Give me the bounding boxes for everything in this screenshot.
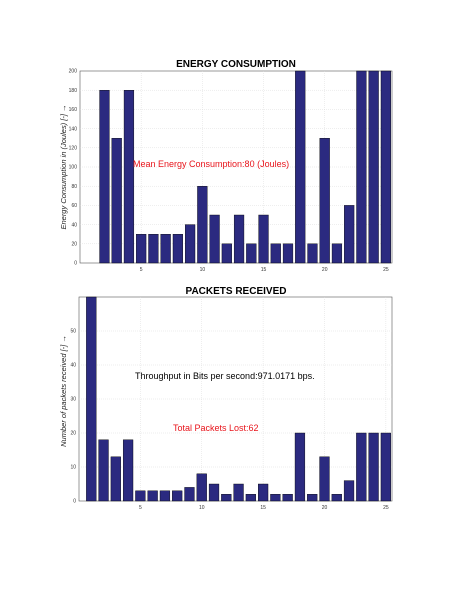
y-tick-label: 120 [69, 146, 78, 152]
bar [282, 493, 293, 502]
packets-chart-svg: 0 10 20 30 40 50 5 10 15 20 25 PACKETS RECEIVED Numb… [59, 286, 393, 511]
bar [111, 137, 122, 264]
bar [147, 490, 158, 502]
y-tick-label: 100 [69, 165, 78, 171]
y-tick-label: 40 [71, 222, 77, 228]
y-tick-label: 60 [71, 203, 77, 209]
x-tick-label: 10 [199, 505, 205, 511]
bar [172, 233, 183, 264]
bar [221, 243, 232, 264]
bar [295, 70, 306, 264]
x-tick-label: 20 [322, 267, 328, 273]
bar [380, 70, 391, 264]
x-tick-label: 15 [260, 505, 266, 511]
y-axis-label: Number of packets received [-] → [59, 335, 68, 447]
bar [184, 487, 195, 502]
bar [99, 90, 110, 264]
y-tick-label: 40 [70, 363, 76, 369]
bar [148, 233, 159, 264]
bar [368, 70, 379, 264]
bar [380, 432, 391, 502]
bar [258, 214, 269, 264]
bar [86, 296, 97, 502]
bar [196, 473, 207, 502]
bar [110, 456, 121, 502]
y-tick-label: 0 [74, 261, 77, 267]
y-tick-label: 80 [71, 184, 77, 190]
y-tick-label: 30 [70, 397, 76, 403]
bar [258, 483, 269, 502]
bar [185, 224, 196, 264]
y-tick-label: 160 [69, 107, 78, 113]
bar [221, 493, 232, 502]
y-tick-label: 180 [69, 88, 78, 94]
bar [368, 432, 379, 502]
x-tick-label: 5 [139, 505, 142, 511]
mean-energy-annotation: Mean Energy Consumption:80 (Joules) [133, 159, 289, 169]
bar [197, 185, 208, 264]
bar [319, 456, 330, 502]
bar [136, 233, 147, 264]
bar [307, 493, 318, 502]
bar [123, 90, 135, 264]
energy-consumption-chart: 0 20 40 60 80 100 120 140 160 180 200 5 10 15 20 25 ENER… [0, 55, 474, 280]
x-tick-label: 20 [322, 505, 328, 511]
packets-received-chart: 0 10 20 30 40 50 5 10 15 20 25 PACKETS RECEIVED Numb… [0, 283, 474, 523]
y-tick-label: 200 [69, 69, 78, 75]
y-tick-label: 0 [73, 499, 76, 505]
bar [331, 243, 343, 264]
y-tick-label: 20 [71, 242, 77, 248]
x-tick-label: 15 [261, 267, 267, 273]
bar [172, 490, 183, 502]
y-tick-label: 10 [70, 465, 76, 471]
x-tick-label: 10 [200, 267, 206, 273]
bar [245, 493, 256, 502]
bar [356, 432, 367, 502]
bar [98, 439, 109, 502]
bar [160, 233, 171, 264]
bar [270, 243, 281, 264]
bar [356, 70, 367, 264]
y-axis-label: Energy Consumption in (Joules) [-] → [59, 104, 68, 229]
bar [233, 483, 244, 502]
bar [344, 205, 355, 264]
energy-chart-svg: 0 20 40 60 80 100 120 140 160 180 200 5 10 15 20 25 ENER… [59, 59, 393, 273]
packets-lost-annotation: Total Packets Lost:62 [173, 423, 259, 433]
bar [270, 493, 281, 502]
throughput-annotation: Throughput in Bits per second:971.0171 b… [135, 371, 315, 381]
chart-title: ENERGY CONSUMPTION [176, 59, 296, 70]
y-tick-label: 140 [69, 126, 78, 132]
bar [159, 490, 171, 502]
bar [282, 243, 294, 264]
bar [122, 439, 134, 502]
chart-title: PACKETS RECEIVED [186, 286, 287, 297]
y-tick-label: 20 [70, 431, 76, 437]
bar [246, 243, 257, 264]
x-tick-label: 5 [140, 267, 143, 273]
y-tick-label: 50 [70, 329, 76, 335]
bar [343, 480, 355, 502]
x-tick-label: 25 [383, 267, 389, 273]
bar [307, 243, 318, 264]
bar [331, 493, 342, 502]
bar [233, 214, 245, 264]
bar [209, 214, 220, 264]
bar [135, 490, 146, 502]
bar [319, 137, 330, 264]
bar [208, 483, 220, 502]
x-tick-label: 25 [383, 505, 389, 511]
bar [294, 432, 306, 502]
